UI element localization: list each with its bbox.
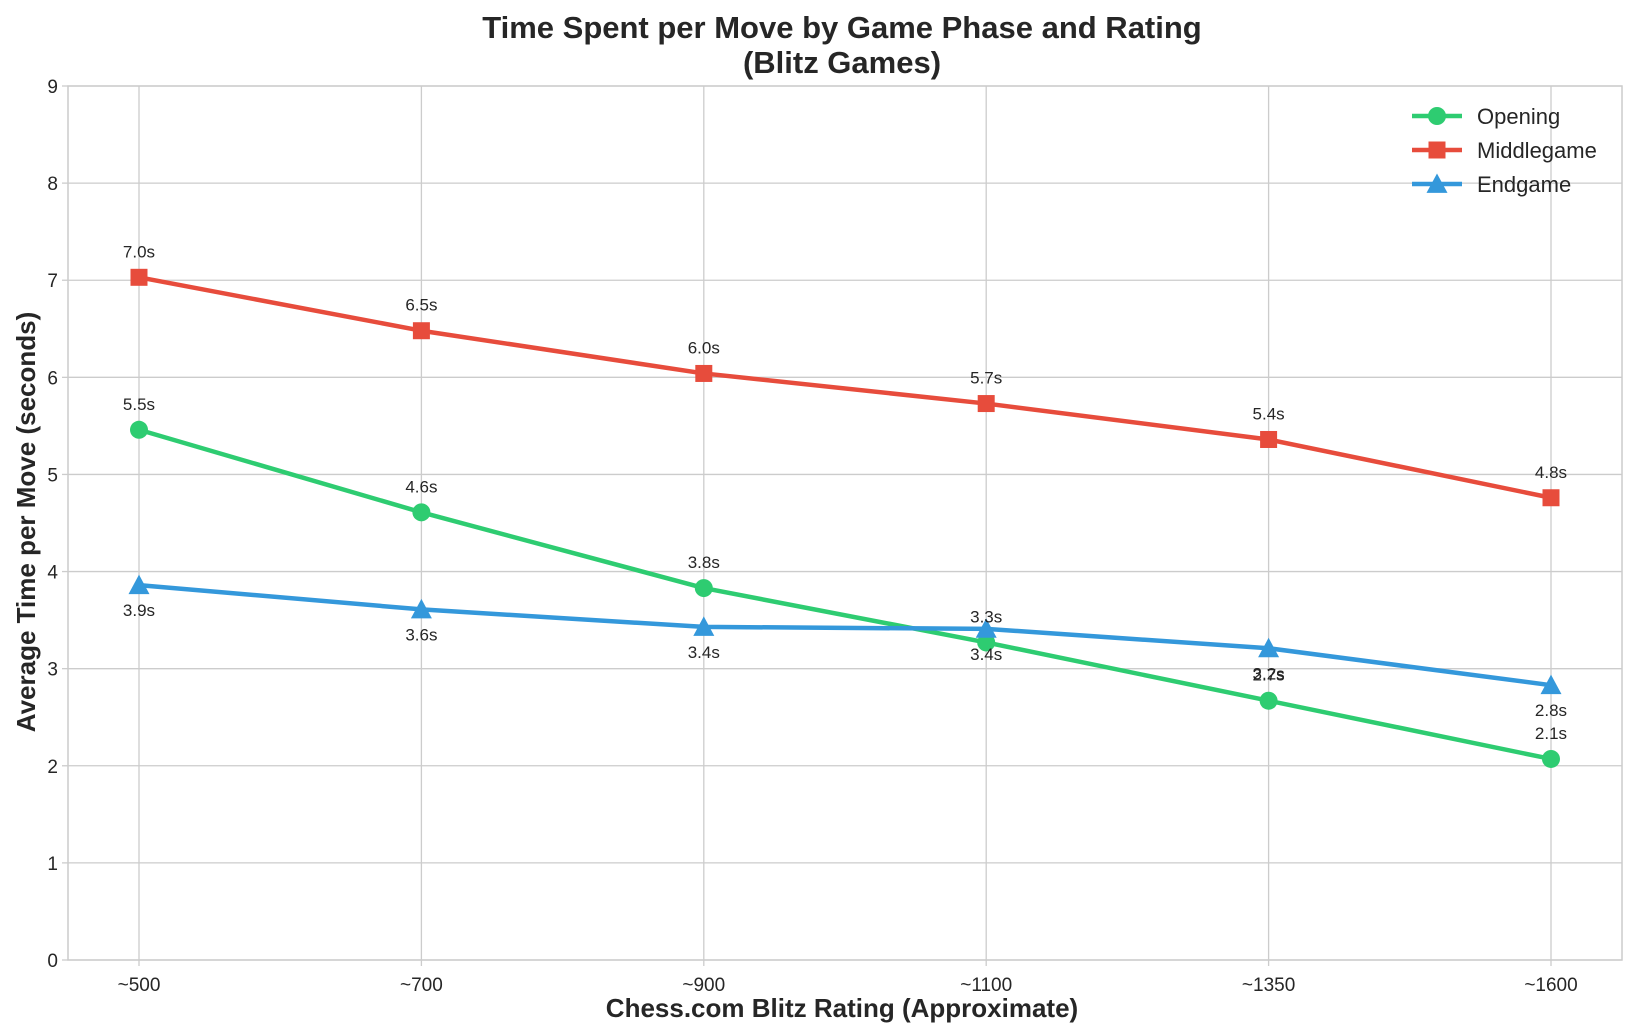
middlegame-data-label: 5.7s [970, 369, 1002, 388]
legend: Opening Middlegame Endgame [1412, 104, 1597, 197]
y-tick-label: 8 [47, 174, 58, 195]
y-tick-label: 5 [47, 465, 58, 486]
endgame-data-label: 2.8s [1535, 701, 1567, 720]
chart-title: Time Spent per Move by Game Phase and Ra… [482, 10, 1202, 45]
opening-data-label: 2.7s [1253, 666, 1285, 685]
middlegame-marker [977, 395, 995, 413]
middlegame-data-label: 6.0s [688, 338, 720, 357]
endgame-marker [1540, 674, 1562, 695]
y-tick-label: 1 [47, 854, 58, 875]
y-tick-label: 9 [47, 77, 58, 98]
endgame-data-label: 3.2s [1253, 664, 1285, 683]
x-tick-label: ~700 [400, 975, 443, 996]
opening-data-label: 4.6s [405, 477, 437, 496]
y-tick-label: 0 [47, 951, 58, 972]
middlegame-marker [130, 268, 148, 286]
middlegame-data-label: 6.5s [405, 296, 437, 315]
middlegame-data-label: 4.8s [1535, 463, 1567, 482]
opening-data-label: 3.3s [970, 607, 1002, 626]
endgame-data-label: 3.6s [405, 625, 437, 644]
legend-opening-label: Opening [1477, 104, 1560, 129]
series-markers [128, 268, 1562, 768]
y-tick-label: 6 [47, 368, 58, 389]
data-labels: 5.5s 4.6s 3.8s 3.3s 2.7s 2.1s 7.0s 6.5s 6.0s 5.7s… [123, 242, 1567, 743]
x-tick-label: ~1600 [1524, 975, 1577, 996]
y-tick-label: 3 [47, 660, 58, 681]
opening-marker [977, 633, 996, 652]
legend-endgame-label: Endgame [1477, 172, 1571, 197]
opening-marker [412, 503, 431, 522]
y-tick-label: 7 [47, 271, 58, 292]
x-tick-label: ~900 [682, 975, 725, 996]
middlegame-data-label: 7.0s [123, 242, 155, 261]
middlegame-marker [1260, 430, 1278, 448]
endgame-data-label: 3.9s [123, 601, 155, 620]
endgame-marker [693, 616, 715, 636]
middlegame-marker [1542, 489, 1560, 507]
opening-data-label: 3.8s [688, 553, 720, 572]
endgame-marker [1258, 637, 1280, 658]
series-lines [136, 275, 1554, 762]
endgame-marker [128, 574, 150, 595]
endgame-line [136, 582, 1554, 688]
middlegame-line [136, 275, 1554, 501]
endgame-data-label: 3.4s [688, 643, 720, 662]
endgame-marker [410, 598, 432, 619]
middlegame-marker [695, 364, 713, 382]
opening-data-label: 2.1s [1535, 724, 1567, 743]
axis-ticks: 0 1 2 3 4 5 6 7 8 9 ~500 ~700 ~900 ~1100 ~1350 ~1600 [47, 77, 1577, 996]
opening-marker [694, 579, 713, 598]
y-axis-label: Average Time per Move (seconds) [11, 312, 41, 732]
middlegame-data-label: 5.4s [1253, 404, 1285, 423]
x-tick-label: ~1350 [1242, 975, 1295, 996]
endgame-marker [975, 618, 997, 638]
middlegame-marker [412, 322, 430, 340]
chart-subtitle: (Blitz Games) [743, 45, 941, 80]
opening-data-label: 5.5s [123, 395, 155, 414]
x-tick-label: ~500 [118, 975, 161, 996]
opening-marker [1542, 749, 1560, 768]
opening-marker [130, 420, 148, 439]
y-tick-label: 4 [47, 563, 58, 584]
endgame-data-label: 3.4s [970, 645, 1002, 664]
opening-line [136, 427, 1554, 762]
grid-lines [68, 85, 1622, 961]
legend-endgame-marker [1426, 173, 1448, 193]
opening-marker [1259, 691, 1278, 710]
legend-opening-marker [1428, 107, 1446, 125]
plot-frame [67, 85, 1623, 961]
x-tick-label: ~1100 [960, 975, 1012, 996]
x-axis-label: Chess.com Blitz Rating (Approximate) [606, 993, 1078, 1023]
legend-middlegame-marker [1428, 141, 1446, 159]
y-tick-label: 2 [47, 757, 58, 778]
legend-middlegame-label: Middlegame [1477, 138, 1597, 163]
